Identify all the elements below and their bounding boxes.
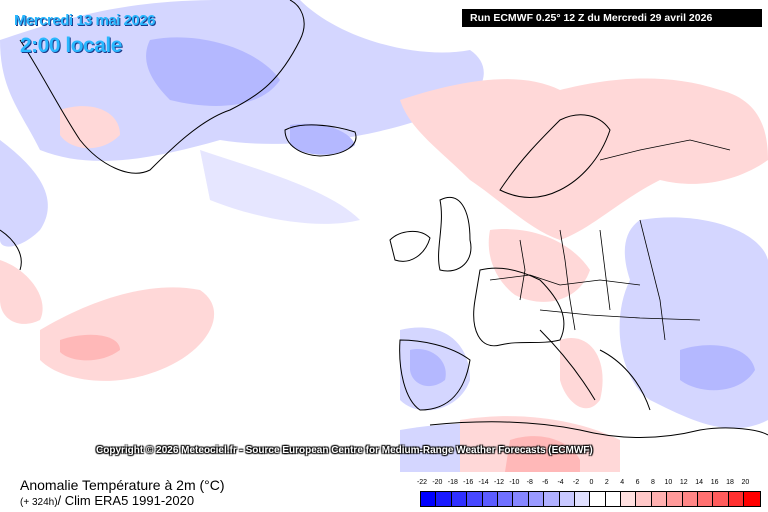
scale-swatch [682, 492, 699, 506]
scale-label: 20 [741, 479, 750, 486]
scale-swatch [436, 492, 452, 506]
scale-swatch [559, 492, 575, 506]
scale-label: -20 [432, 479, 443, 486]
scale-swatch [651, 492, 668, 506]
forecast-date: Mercredi 13 mai 2026 [14, 12, 155, 29]
scale-swatch [574, 492, 591, 506]
scale-swatch [713, 492, 729, 506]
scale-swatch [482, 492, 498, 506]
color-scale-labels: -22 -20 -18 -16 -14 -12 -10 -8 -6 -4 -2 0 2 4 6 8 10 12 14… [412, 479, 752, 489]
scale-label: 4 [620, 479, 625, 486]
scale-label: 10 [664, 479, 673, 486]
variable-title: Anomalie Température à 2m (°C) [20, 477, 225, 493]
scale-label: 2 [604, 479, 609, 486]
scale-label: 16 [710, 479, 719, 486]
scale-swatch [621, 492, 637, 506]
scale-label: -8 [526, 479, 533, 486]
scale-label: 14 [695, 479, 704, 486]
scale-label: -12 [493, 479, 505, 486]
forecast-offset: (+ 324h) [20, 497, 58, 508]
color-scale [420, 491, 761, 507]
scale-label: -2 [572, 479, 580, 486]
scale-swatch [451, 492, 468, 506]
scale-label: 0 [589, 479, 594, 486]
copyright-notice: Copyright © 2026 Meteociel.fr - Source E… [96, 445, 593, 456]
scale-swatch [513, 492, 529, 506]
scale-swatch [497, 492, 514, 506]
scale-swatch [667, 492, 683, 506]
scale-swatch [636, 492, 652, 506]
scale-swatch [728, 492, 745, 506]
scale-label: 12 [679, 479, 688, 486]
scale-label: -10 [509, 479, 520, 486]
scale-swatch [590, 492, 606, 506]
climatology-reference: / Clim ERA5 1991-2020 [57, 493, 195, 508]
temperature-anomaly-map [0, 0, 768, 472]
forecast-subtitle: (+ 324h)/ Clim ERA5 1991-2020 [20, 493, 194, 508]
scale-label: -18 [447, 479, 458, 486]
scale-label: 8 [651, 479, 655, 486]
scale-swatch [744, 492, 760, 506]
country-borders [489, 139, 731, 341]
scale-swatch [544, 492, 560, 506]
scale-label: -22 [416, 479, 428, 486]
scale-label: -14 [478, 479, 489, 486]
scale-swatch [467, 492, 483, 506]
strong-warm-areas [60, 334, 580, 472]
coastlines [0, 0, 768, 438]
forecast-time: 2:00 locale [20, 34, 122, 57]
scale-swatch [528, 492, 545, 506]
scale-label: -4 [557, 479, 564, 486]
scale-swatch [605, 492, 622, 506]
scale-label: -6 [542, 479, 549, 486]
scale-swatch [421, 492, 437, 506]
scale-label: -16 [463, 479, 474, 486]
strong-cold-areas [146, 37, 755, 391]
scale-swatch [698, 492, 714, 506]
scale-label: 18 [726, 479, 734, 486]
run-info: Run ECMWF 0.25° 12 Z du Mercredi 29 avri… [462, 9, 762, 27]
scale-label: 6 [635, 479, 640, 486]
